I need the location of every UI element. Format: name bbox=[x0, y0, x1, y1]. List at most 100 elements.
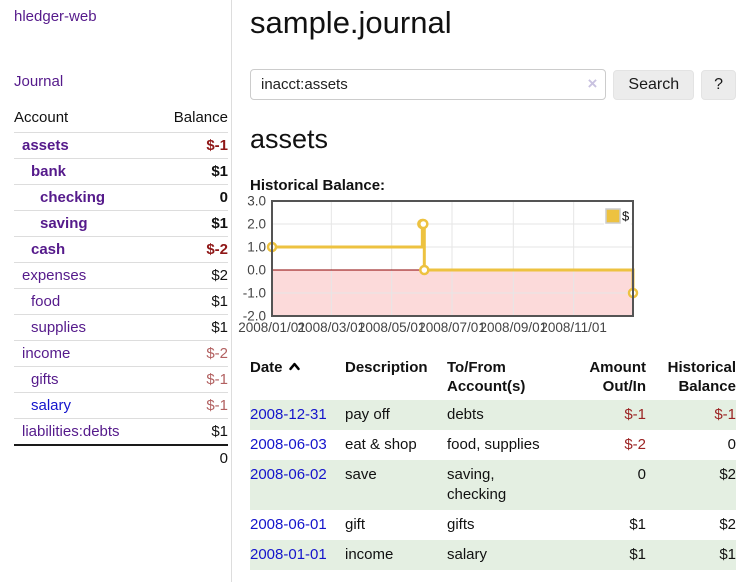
transaction-row: 2008-06-03 eat & shopfood, supplies$-20 bbox=[250, 430, 736, 460]
transaction-amount: $1 bbox=[578, 510, 646, 540]
transaction-date-cell: 2008-06-01 bbox=[250, 510, 345, 540]
search-input[interactable] bbox=[250, 69, 606, 100]
amount-column-header: Amount Out/In bbox=[578, 354, 646, 400]
transaction-amount: $1 bbox=[578, 540, 646, 570]
svg-text:2008/11/01: 2008/11/01 bbox=[540, 320, 607, 335]
balance-column-header: Balance bbox=[155, 104, 228, 133]
main-content: sample.journal × Search ? assets Histori… bbox=[250, 0, 736, 570]
svg-text:0.0: 0.0 bbox=[247, 263, 266, 278]
transaction-date-cell: 2008-01-01 bbox=[250, 540, 345, 570]
account-row: bank$1 bbox=[14, 159, 228, 185]
account-balance: $-1 bbox=[155, 133, 228, 159]
accounts-total-row: 0 bbox=[14, 445, 228, 471]
account-link[interactable]: expenses bbox=[22, 267, 86, 284]
chart-canvas[interactable]: 3.02.01.00.0-1.0-2.02008/01/012008/03/01… bbox=[240, 199, 642, 341]
register-table-header: Date Description To/From Account(s) Amou… bbox=[250, 354, 736, 400]
transaction-accounts: debts bbox=[447, 400, 578, 430]
search-bar: × Search ? bbox=[250, 69, 736, 100]
transaction-balance: $2 bbox=[646, 460, 736, 510]
app-title: hledger-web bbox=[14, 8, 227, 26]
sort-ascending-chevron-up-icon[interactable] bbox=[288, 360, 301, 373]
account-row: food $1 bbox=[14, 289, 228, 315]
account-balance: $1 bbox=[155, 211, 228, 237]
account-link[interactable]: cash bbox=[31, 241, 65, 258]
balance-column-header: Historical Balance bbox=[646, 354, 736, 400]
transaction-balance: $1 bbox=[646, 540, 736, 570]
account-link[interactable]: salary bbox=[31, 397, 71, 414]
transaction-description: eat & shop bbox=[345, 430, 447, 460]
account-link[interactable]: gifts bbox=[31, 371, 59, 388]
account-row: salary $-1 bbox=[14, 393, 228, 419]
search-button[interactable]: Search bbox=[613, 70, 694, 100]
journal-link[interactable]: Journal bbox=[14, 73, 227, 90]
account-balance: $-1 bbox=[155, 367, 228, 393]
account-row: supplies $1 bbox=[14, 315, 228, 341]
app-title-link[interactable]: hledger-web bbox=[14, 8, 97, 25]
transaction-date-link[interactable]: 2008-01-01 bbox=[250, 546, 327, 563]
transaction-row: 2008-06-02savesaving, checking0$2 bbox=[250, 460, 736, 510]
transaction-date-link[interactable]: 2008-06-01 bbox=[250, 516, 327, 533]
account-balance: $1 bbox=[155, 315, 228, 341]
accounts-table-header: Account Balance bbox=[14, 104, 228, 133]
account-link[interactable]: assets bbox=[22, 137, 69, 154]
account-link[interactable]: food bbox=[31, 293, 60, 310]
account-balance: 0 bbox=[155, 185, 228, 211]
transaction-date-cell: 2008-12-31 bbox=[250, 400, 345, 430]
transaction-date-cell: 2008-06-02 bbox=[250, 460, 345, 510]
transaction-description: gift bbox=[345, 510, 447, 540]
page-title: sample.journal bbox=[250, 5, 736, 41]
account-balance: $2 bbox=[155, 263, 228, 289]
svg-text:2008/09/01: 2008/09/01 bbox=[480, 320, 548, 335]
transaction-amount: 0 bbox=[578, 460, 646, 510]
register-account-heading: assets bbox=[250, 124, 736, 155]
svg-text:2.0: 2.0 bbox=[247, 217, 266, 232]
transaction-balance: $2 bbox=[646, 510, 736, 540]
account-row: assets $-1 bbox=[14, 133, 228, 159]
help-button[interactable]: ? bbox=[701, 70, 736, 100]
account-row: income $-2 bbox=[14, 341, 228, 367]
account-balance: $-1 bbox=[155, 393, 228, 419]
description-column-header: Description bbox=[345, 354, 447, 400]
account-row: expenses $2 bbox=[14, 263, 228, 289]
svg-text:-1.0: -1.0 bbox=[243, 286, 266, 301]
accounts-column-header: To/From Account(s) bbox=[447, 354, 578, 400]
account-row: gifts $-1 bbox=[14, 367, 228, 393]
transaction-amount: $-2 bbox=[578, 430, 646, 460]
account-row: liabilities:debts $1 bbox=[14, 419, 228, 446]
register-table: Date Description To/From Account(s) Amou… bbox=[250, 354, 736, 570]
transaction-date-link[interactable]: 2008-12-31 bbox=[250, 406, 327, 423]
transaction-row: 2008-06-01giftgifts$1$2 bbox=[250, 510, 736, 540]
account-link[interactable]: bank bbox=[31, 163, 66, 180]
chart-title: Historical Balance: bbox=[250, 177, 736, 194]
account-link[interactable]: income bbox=[22, 345, 70, 362]
transaction-date-cell: 2008-06-03 bbox=[250, 430, 345, 460]
svg-text:3.0: 3.0 bbox=[247, 194, 266, 209]
svg-text:2008/01/01: 2008/01/01 bbox=[238, 320, 306, 335]
legend-series-label: $ bbox=[622, 209, 630, 224]
transaction-row: 2008-12-31pay offdebts$-1$-1 bbox=[250, 400, 736, 430]
account-column-header: Account bbox=[14, 104, 155, 133]
transaction-amount: $-1 bbox=[578, 400, 646, 430]
account-balance: $1 bbox=[155, 419, 228, 446]
account-link[interactable]: liabilities:debts bbox=[22, 423, 120, 440]
transaction-description: pay off bbox=[345, 400, 447, 430]
transaction-date-link[interactable]: 2008-06-02 bbox=[250, 466, 327, 483]
account-row: saving $1 bbox=[14, 211, 228, 237]
account-balance: $1 bbox=[155, 289, 228, 315]
account-link[interactable]: checking bbox=[40, 189, 105, 206]
account-row: cash $-2 bbox=[14, 237, 228, 263]
account-link[interactable]: supplies bbox=[31, 319, 86, 336]
historical-balance-chart[interactable]: 3.02.01.00.0-1.0-2.02008/01/012008/03/01… bbox=[240, 199, 736, 341]
clear-search-icon[interactable]: × bbox=[587, 74, 597, 94]
account-balance: $-2 bbox=[155, 341, 228, 367]
sidebar: hledger-web Journal Account Balance asse… bbox=[0, 0, 232, 582]
transaction-row: 2008-01-01incomesalary$1$1 bbox=[250, 540, 736, 570]
svg-text:1.0: 1.0 bbox=[247, 240, 266, 255]
sidebar-accounts-body: assets$-1bank$1checking0saving$1cash$-2e… bbox=[14, 133, 228, 446]
transaction-date-link[interactable]: 2008-06-03 bbox=[250, 436, 327, 453]
account-link[interactable]: saving bbox=[40, 215, 88, 232]
transaction-accounts: food, supplies bbox=[447, 430, 578, 460]
transaction-balance: 0 bbox=[646, 430, 736, 460]
account-balance: $-2 bbox=[155, 237, 228, 263]
date-column-header[interactable]: Date bbox=[250, 354, 345, 400]
